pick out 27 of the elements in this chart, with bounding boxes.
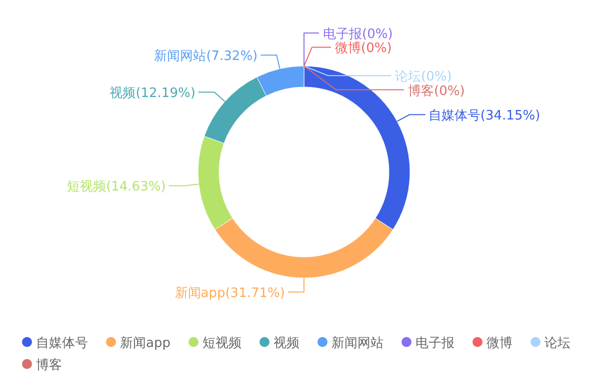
data-label: (31.71%) — [225, 286, 285, 301]
text: (0%) — [421, 70, 452, 85]
data-label: (12.19%) — [136, 86, 196, 102]
category-label: 微博 — [486, 336, 512, 351]
legend-label: 论坛 — [544, 336, 570, 351]
slice-label: 新闻app — [174, 286, 226, 301]
legend-label: 电子报 — [415, 336, 454, 351]
slice-label: 短视频 — [67, 180, 106, 195]
slice-label: 视频 — [110, 86, 136, 102]
data-label: (14.63%) — [106, 180, 166, 195]
category-label: 电子报 — [323, 27, 362, 42]
category-label: 博客 — [408, 84, 434, 99]
data-label: (34.15%) — [480, 108, 540, 124]
legend-label: 视频 — [273, 336, 300, 351]
legend-label: 博客 — [36, 357, 62, 373]
text: (0%) — [434, 84, 465, 99]
legend-label: 新闻app — [120, 336, 170, 351]
legend-label: 短视频 — [202, 336, 242, 351]
data-label: (7.32%) — [206, 49, 258, 64]
text: (0%) — [361, 41, 392, 56]
slice-label: 新闻网站 — [154, 49, 206, 64]
legend-label: 微博 — [335, 41, 361, 56]
text: (0%) — [362, 27, 393, 42]
legend-label: 新闻网站 — [331, 336, 384, 351]
legend-label: 自媒体号 — [36, 336, 88, 351]
category-label: 论坛 — [395, 70, 421, 85]
slice-label: 自媒体号 — [428, 108, 480, 124]
